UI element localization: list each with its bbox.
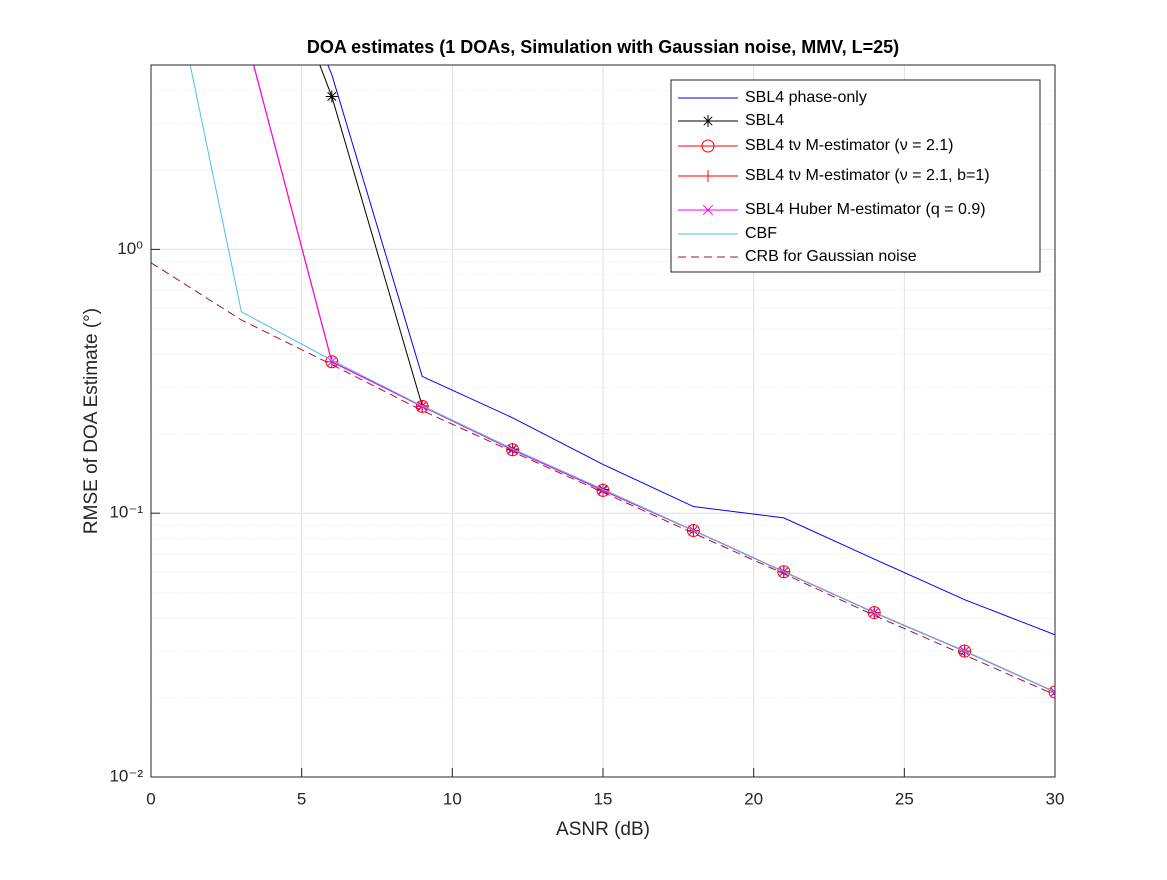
x-axis-label: ASNR (dB): [556, 819, 650, 840]
series-layer: [151, 65, 1055, 699]
legend: SBL4 phase-only SBL4 SBL4 tν M-estimator (…: [670, 79, 1041, 273]
series-line: [189, 65, 1055, 693]
x-tick-label: 5: [297, 789, 306, 808]
marker: [325, 90, 338, 103]
x-tick-label: 20: [744, 789, 763, 808]
x-tick-label: 25: [895, 789, 914, 808]
x-tick-label: 30: [1046, 789, 1065, 808]
marker: [702, 204, 714, 216]
y-tick-label: 10⁻²: [109, 766, 143, 785]
legend-label: SBL4 phase-only: [745, 89, 867, 106]
marker: [702, 115, 714, 127]
x-tick-label: 0: [146, 789, 155, 808]
marker: [507, 444, 518, 455]
y-tick-label: 10⁻¹: [109, 503, 143, 522]
marker: [1049, 685, 1055, 698]
marker: [702, 170, 714, 182]
x-tick-label: 15: [594, 789, 613, 808]
marker: [701, 139, 715, 153]
legend-label: SBL4: [745, 112, 784, 129]
legend-label: SBL4 tν M-estimator (ν = 2.1, b=1): [745, 167, 990, 184]
legend-label: SBL4 Huber M-estimator (q = 0.9): [745, 201, 986, 218]
legend-label: SBL4 tν M-estimator (ν = 2.1): [745, 137, 954, 154]
ticks: 0 5 10 15 20 25 30 10⁻² 10⁻¹ 10⁰: [109, 239, 1064, 809]
x-tick-label: 10: [443, 789, 462, 808]
legend-label: CBF: [745, 225, 777, 242]
series-line: [327, 65, 1055, 636]
chart-title: DOA estimates (1 DOAs, Simulation with G…: [307, 37, 899, 57]
series-line: [151, 262, 1055, 696]
y-tick-label: 10⁰: [117, 239, 143, 258]
legend-label: CRB for Gaussian noise: [745, 248, 917, 265]
marker: [1049, 686, 1055, 698]
y-axis-label: RMSE of DOA Estimate (°): [81, 308, 102, 534]
